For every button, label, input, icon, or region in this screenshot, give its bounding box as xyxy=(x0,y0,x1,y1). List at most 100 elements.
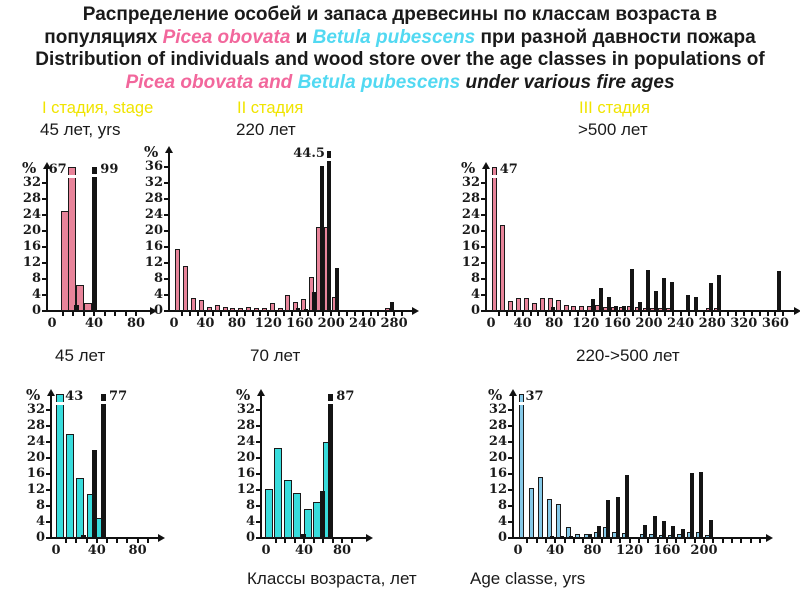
y-tick-label: 32 xyxy=(488,402,507,417)
y-tick-label: 16 xyxy=(461,239,480,254)
x-tick-label: 160 xyxy=(653,543,681,558)
y-tick xyxy=(481,246,486,248)
bar-individuals xyxy=(76,478,85,538)
bar-individuals xyxy=(528,488,534,538)
bar-break-mark xyxy=(100,401,108,404)
x-tick xyxy=(82,312,85,316)
x-tick xyxy=(693,539,696,543)
y-tick-label: 32 xyxy=(461,175,480,190)
y-tick-label: 12 xyxy=(26,482,45,497)
betula-name-en: Betula pubescens xyxy=(297,71,461,93)
y-tick-label: 8 xyxy=(31,271,41,286)
bar-wood-store xyxy=(74,305,80,311)
bar-individuals xyxy=(283,480,292,538)
x-tick xyxy=(655,312,658,316)
x-tick-label: 80 xyxy=(126,316,146,331)
y-tick xyxy=(256,409,261,411)
x-tick xyxy=(75,539,78,543)
x-tick xyxy=(345,312,348,316)
bar-individuals xyxy=(575,534,581,538)
bar-wood-store xyxy=(319,491,325,538)
x-tick xyxy=(385,312,388,316)
x-tick xyxy=(576,312,579,316)
y-tick-label: 8 xyxy=(35,498,45,513)
bar-wood-store xyxy=(311,292,316,311)
y-tick xyxy=(164,166,169,168)
bar-wood-store xyxy=(606,297,611,311)
x-tick xyxy=(61,312,64,316)
overflow-value-label: 67 xyxy=(48,162,67,177)
x-tick xyxy=(711,312,714,316)
bar-individuals xyxy=(555,300,561,311)
x-tick xyxy=(72,312,74,316)
y-tick-label: 12 xyxy=(144,255,163,270)
y-tick-label: 16 xyxy=(22,239,41,254)
y-tick-label: 16 xyxy=(488,466,507,481)
x-tick xyxy=(114,312,116,316)
x-tick-label: 0 xyxy=(51,543,61,558)
y-axis-unit-label: % xyxy=(488,386,503,404)
x-tick xyxy=(584,312,587,316)
y-tick-label: 28 xyxy=(22,191,41,206)
x-tick xyxy=(146,539,149,543)
x-tick xyxy=(582,539,585,543)
x-tick xyxy=(569,312,571,316)
y-tick-label: 32 xyxy=(144,175,163,190)
x-tick xyxy=(259,312,262,316)
x-tick xyxy=(135,312,137,316)
y-tick xyxy=(508,409,513,411)
y-axis-arrow-icon xyxy=(257,389,265,396)
x-tick xyxy=(400,312,403,316)
x-tick-label: 160 xyxy=(286,316,314,331)
x-tick xyxy=(554,539,557,543)
y-tick-label: 12 xyxy=(236,482,255,497)
overflow-value-label: 44.5 xyxy=(293,146,325,161)
x-tick xyxy=(529,312,532,316)
bar-individuals xyxy=(66,434,75,538)
bar-wood-store xyxy=(300,534,306,538)
title-line-3: Distribution of individuals and wood sto… xyxy=(35,49,765,70)
bar-individuals xyxy=(56,394,65,538)
x-axis-arrow-icon xyxy=(150,307,157,315)
bar-individuals xyxy=(500,225,506,311)
y-tick xyxy=(164,278,169,280)
x-tick xyxy=(497,312,500,316)
bar-wood-store xyxy=(671,526,676,538)
x-tick-label: 0 xyxy=(486,316,496,331)
bar-wood-store xyxy=(590,299,595,311)
x-tick xyxy=(610,539,612,543)
bar-wood-store xyxy=(613,306,618,311)
bar-wood-store xyxy=(587,534,592,538)
y-tick-label: 8 xyxy=(245,498,255,513)
y-tick xyxy=(164,198,169,200)
y-axis-unit-label: % xyxy=(461,159,476,177)
x-tick-label: 120 xyxy=(616,543,644,558)
bar-individuals xyxy=(214,305,220,311)
bar-wood-store xyxy=(708,520,713,538)
x-tick xyxy=(513,312,516,316)
y-tick xyxy=(256,537,261,539)
y-tick-label: 12 xyxy=(461,255,480,270)
y-tick-label: 12 xyxy=(22,255,41,270)
bar-wood-store xyxy=(327,394,335,538)
x-tick xyxy=(703,539,705,543)
x-tick xyxy=(106,539,108,543)
y-tick xyxy=(46,441,51,443)
bar-individuals xyxy=(191,298,197,311)
y-tick xyxy=(46,425,51,427)
bar-wood-store xyxy=(296,308,301,311)
bar-wood-store xyxy=(624,475,629,538)
y-tick xyxy=(46,473,51,475)
x-tick xyxy=(628,539,631,543)
x-tick xyxy=(212,312,215,316)
x-tick xyxy=(361,312,364,316)
y-tick xyxy=(481,198,486,200)
x-tick xyxy=(95,539,98,543)
y-tick xyxy=(508,537,513,539)
x-tick xyxy=(331,539,334,543)
x-tick-label: 0 xyxy=(169,316,179,331)
y-axis-unit-label: % xyxy=(236,386,251,404)
bar-individuals xyxy=(76,285,85,311)
x-tick xyxy=(721,539,724,543)
x-tick xyxy=(393,312,396,316)
